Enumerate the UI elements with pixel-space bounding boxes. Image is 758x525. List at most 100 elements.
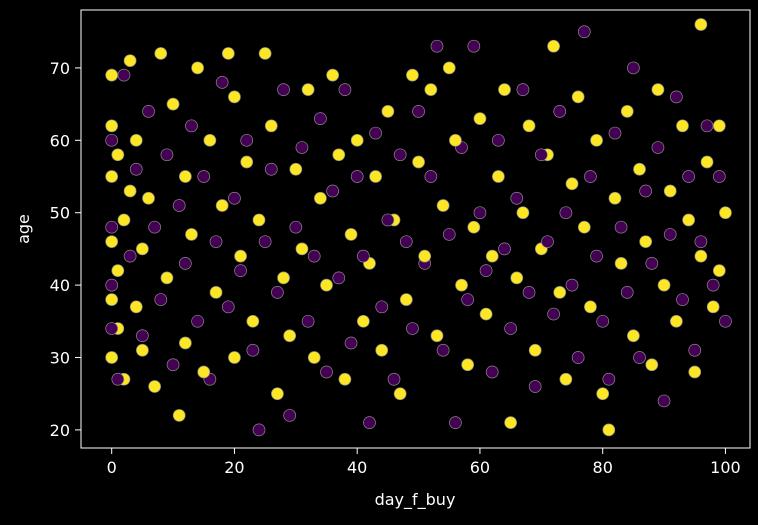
scatter-point [516, 206, 530, 220]
scatter-point [461, 293, 475, 306]
scatter-point [645, 257, 659, 270]
scatter-point [412, 105, 425, 118]
scatter-point [166, 358, 180, 372]
scatter-point [608, 126, 622, 140]
scatter-point [449, 416, 462, 430]
scatter-point [240, 133, 254, 147]
scatter-point [571, 90, 585, 104]
scatter-point [111, 372, 125, 386]
scatter-point [289, 162, 303, 176]
scatter-point [191, 314, 204, 328]
scatter-point [160, 271, 174, 285]
scatter-point [344, 228, 358, 241]
scatter-point [105, 119, 119, 133]
scatter-point [479, 307, 493, 321]
scatter-point [669, 90, 683, 104]
scatter-point [197, 365, 211, 379]
scatter-point [590, 133, 603, 147]
scatter-point [240, 155, 254, 169]
scatter-point [712, 264, 726, 277]
scatter-point [375, 300, 389, 314]
scatter-point [105, 278, 119, 292]
scatter-point [676, 293, 689, 306]
scatter-point [565, 177, 579, 191]
scatter-point [657, 394, 671, 408]
scatter-point [209, 285, 223, 299]
scatter-point [645, 358, 659, 372]
scatter-point [105, 133, 119, 147]
scatter-point [105, 170, 119, 183]
scatter-point [160, 148, 174, 162]
scatter-point [522, 119, 536, 133]
scatter-point [473, 206, 487, 220]
scatter-point [467, 39, 481, 53]
scatter-point [295, 242, 309, 256]
scatter-point [510, 271, 524, 285]
scatter-point [516, 83, 530, 96]
scatter-point [197, 170, 211, 183]
scatter-point [252, 213, 266, 227]
scatter-point [559, 372, 573, 386]
scatter-point [375, 343, 389, 357]
scatter-point [577, 25, 591, 39]
scatter-point [264, 119, 278, 133]
scatter-point [105, 293, 119, 306]
scatter-point [295, 141, 309, 154]
scatter-point [166, 97, 180, 111]
scatter-point [332, 148, 346, 162]
scatter-points-layer [105, 18, 732, 437]
scatter-point [307, 249, 321, 263]
scatter-point [271, 285, 284, 299]
scatter-point [252, 423, 266, 437]
scatter-point [663, 184, 677, 198]
scatter-point [191, 61, 204, 75]
y-tick-label: 50 [50, 204, 70, 223]
scatter-point [682, 213, 695, 227]
scatter-point [522, 285, 536, 299]
scatter-point [676, 119, 689, 133]
scatter-point [246, 314, 260, 328]
scatter-point [142, 191, 155, 205]
scatter-point [356, 314, 370, 328]
scatter-point [172, 199, 186, 212]
scatter-point [406, 322, 419, 335]
scatter-point [136, 343, 149, 357]
scatter-point [436, 199, 450, 212]
scatter-point [185, 228, 198, 241]
scatter-point [344, 336, 358, 350]
scatter-point [136, 329, 149, 343]
scatter-point [332, 271, 346, 285]
scatter-point [234, 264, 247, 277]
scatter-point [620, 105, 634, 118]
scatter-point [706, 278, 720, 292]
scatter-point [136, 242, 149, 256]
scatter-point [571, 351, 585, 364]
scatter-point [449, 133, 462, 147]
scatter-point [283, 329, 297, 343]
scatter-point [228, 90, 241, 104]
scatter-point [111, 264, 125, 277]
scatter-point [264, 162, 278, 176]
scatter-point [258, 47, 272, 60]
scatter-point [627, 61, 640, 75]
x-tick-label: 40 [347, 458, 367, 477]
scatter-point [105, 220, 119, 234]
scatter-point [234, 249, 247, 263]
y-tick-label: 70 [50, 59, 70, 78]
x-tick-label: 20 [224, 458, 244, 477]
scatter-point [553, 285, 567, 299]
scatter-point [178, 257, 192, 270]
y-axis-label: age [14, 214, 33, 244]
scatter-point [669, 314, 683, 328]
scatter-point [369, 170, 382, 183]
scatter-point [105, 68, 119, 82]
scatter-point [485, 365, 499, 379]
scatter-point [246, 343, 260, 357]
scatter-point [142, 105, 155, 118]
scatter-point [148, 220, 162, 234]
scatter-point [719, 314, 732, 328]
scatter-point [492, 133, 505, 147]
scatter-point [534, 148, 548, 162]
scatter-point [326, 184, 339, 198]
